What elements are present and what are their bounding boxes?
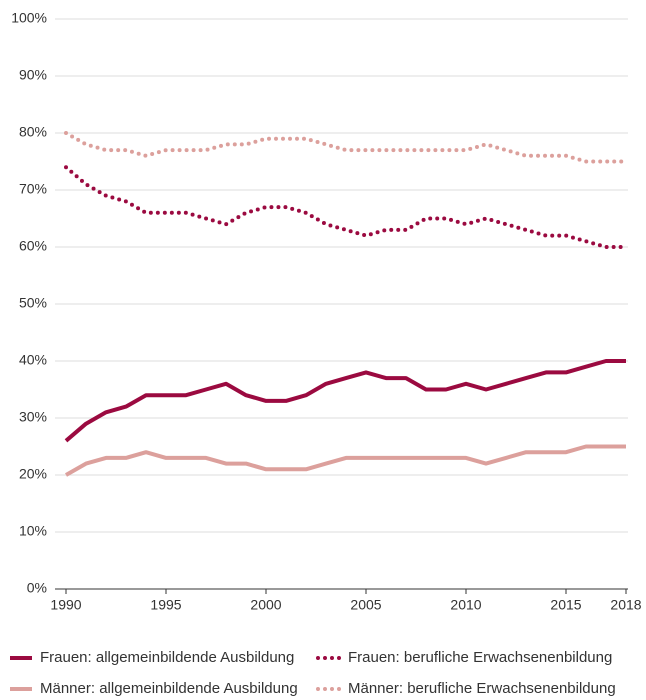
series-line: [64, 131, 628, 164]
y-tick-label: 50%: [19, 295, 47, 311]
series-line: [64, 359, 626, 443]
y-tick-label: 80%: [19, 124, 47, 140]
x-tick-label: 2000: [250, 597, 281, 613]
x-tick-label: 2015: [550, 597, 581, 613]
x-tick-label: 2018: [610, 597, 641, 613]
y-tick-label: 10%: [19, 523, 47, 539]
series-line: [65, 444, 626, 477]
series-line: [64, 165, 628, 249]
legend-text: Frauen: allgemeinbildende Ausbildung: [40, 649, 294, 666]
x-tick-label: 1995: [150, 597, 181, 613]
y-tick-label: 40%: [19, 352, 47, 368]
y-tick-label: 60%: [19, 238, 47, 254]
y-tick-label: 0%: [27, 580, 47, 596]
legend-text: Frauen: berufliche Erwachsenenbildung: [348, 649, 612, 666]
y-tick-label: 30%: [19, 409, 47, 425]
x-tick-label: 1990: [50, 597, 81, 613]
y-tick-label: 100%: [11, 10, 47, 26]
legend-text: Männer: berufliche Erwachsenenbildung: [348, 680, 616, 697]
y-tick-label: 90%: [19, 67, 47, 83]
y-tick-label: 20%: [19, 466, 47, 482]
y-tick-label: 70%: [19, 181, 47, 197]
x-tick-label: 2005: [350, 597, 381, 613]
x-tick-label: 2010: [450, 597, 481, 613]
legend-text: Männer: allgemeinbildende Ausbildung: [40, 680, 298, 697]
